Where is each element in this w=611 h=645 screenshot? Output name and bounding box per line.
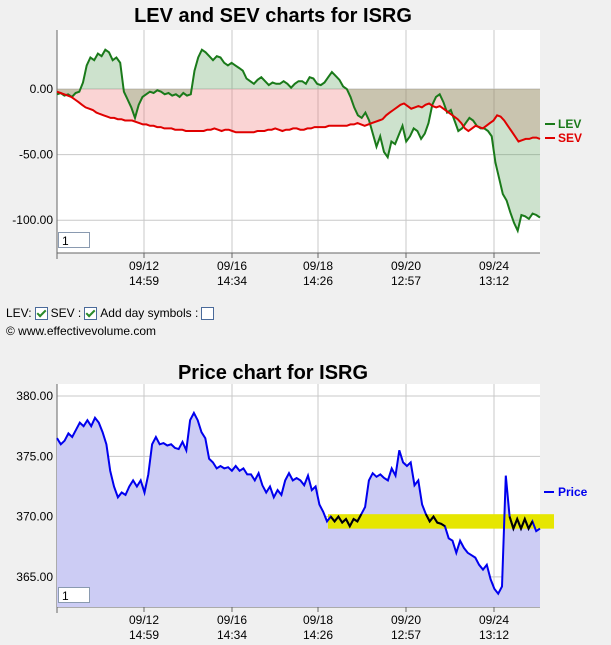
- x-tick-date: 09/24: [479, 613, 509, 627]
- x-tick-time: 14:34: [217, 274, 247, 288]
- x-tick-time: 12:57: [391, 628, 421, 642]
- price-chart-title: Price chart for ISRG: [178, 362, 368, 384]
- sev-checkbox-label: SEV :: [50, 306, 82, 320]
- x-tick-time: 14:34: [217, 628, 247, 642]
- price-line-in-band: [330, 513, 363, 529]
- x-tick-date: 09/16: [217, 259, 247, 273]
- day-symbols-label: Add day symbols :: [100, 306, 199, 320]
- x-tick-time: 14:26: [303, 628, 333, 642]
- x-tick-time: 14:59: [129, 628, 159, 642]
- x-tick-time: 13:12: [479, 274, 509, 288]
- lev-sev-chart-title: LEV and SEV charts for ISRG: [134, 5, 412, 27]
- price-area: [57, 412, 540, 607]
- y-tick-label: 365.00: [16, 570, 53, 584]
- y-tick-label: 380.00: [16, 389, 53, 403]
- sev-checkbox[interactable]: [84, 306, 98, 320]
- x-tick-date: 09/18: [303, 613, 333, 627]
- zoom-input-top[interactable]: 1: [58, 232, 90, 248]
- sev-line: [56, 90, 541, 143]
- x-tick-date: 09/18: [303, 259, 333, 273]
- y-tick-label: -100.00: [12, 213, 53, 227]
- sev-area: [57, 89, 540, 142]
- legend-sev: SEV: [558, 131, 582, 145]
- y-tick-label: 370.00: [16, 510, 53, 524]
- x-tick-date: 09/20: [391, 613, 421, 627]
- day-symbols-checkbox[interactable]: [201, 306, 215, 320]
- copyright-text: © www.effectivevolume.com: [6, 324, 157, 338]
- y-tick-label: 0.00: [30, 82, 54, 96]
- lev-sev-chart: LEV and SEV charts for ISRG 0.00 -50.00 -1…: [12, 5, 582, 288]
- y-tick-label: -50.00: [19, 148, 53, 162]
- x-tick-time: 12:57: [391, 274, 421, 288]
- zoom-input-bottom[interactable]: 1: [58, 587, 90, 603]
- price-line-in-band: [425, 513, 446, 528]
- lev-checkbox-label: LEV:: [6, 306, 32, 320]
- x-tick-date: 09/12: [129, 613, 159, 627]
- lev-line: [56, 48, 541, 234]
- y-tick-label: 375.00: [16, 449, 53, 463]
- x-tick-time: 13:12: [479, 628, 509, 642]
- x-tick-time: 14:59: [129, 274, 159, 288]
- x-tick-time: 14:26: [303, 274, 333, 288]
- legend-price: Price: [558, 485, 588, 499]
- chart-options: LEV: SEV : Add day symbols :: [6, 306, 217, 320]
- x-tick-date: 09/12: [129, 259, 159, 273]
- price-line: [56, 410, 541, 596]
- price-line-in-band: [508, 516, 534, 532]
- price-highlight-band: [328, 514, 554, 529]
- x-tick-date: 09/24: [479, 259, 509, 273]
- legend-lev: LEV: [558, 117, 581, 131]
- lev-checkbox[interactable]: [34, 306, 48, 320]
- x-tick-date: 09/16: [217, 613, 247, 627]
- plot-area: [57, 30, 540, 253]
- x-tick-date: 09/20: [391, 259, 421, 273]
